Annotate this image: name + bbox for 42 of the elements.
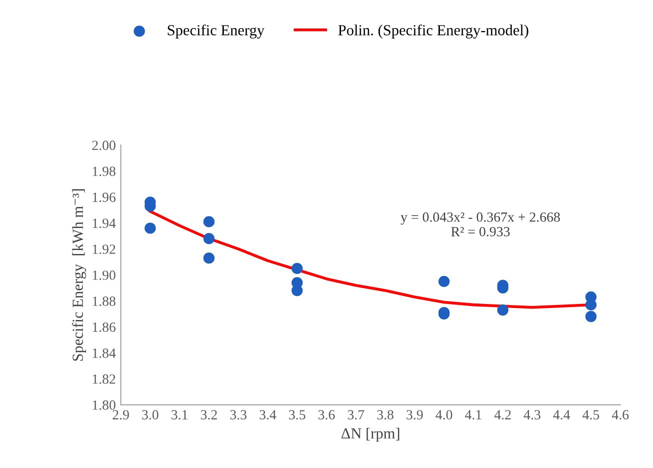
x-tick-label: 3.9: [406, 410, 423, 420]
point: [203, 232, 215, 244]
x-tick-label: 4.3: [524, 410, 540, 420]
point: [203, 216, 215, 228]
y-tick-label: 1.92: [92, 244, 116, 254]
point: [497, 304, 508, 316]
y-tick-label: 1.86: [92, 322, 116, 332]
point: [438, 276, 450, 288]
x-tick-label: 3.6: [318, 410, 335, 420]
x-tick-label: 2.9: [112, 410, 129, 420]
x-tick-label: 4.0: [436, 410, 452, 420]
x-tick-label: 3.2: [200, 410, 217, 420]
y-axis-title: Specific Energy [kWh m⁻³]: [72, 189, 86, 361]
x-tick-label: 3.7: [348, 410, 364, 420]
legend-label: Polin. (Specific Energy-model): [338, 24, 528, 38]
x-tick-label: 3.0: [142, 410, 158, 420]
point: [585, 310, 597, 322]
x-tick-label: 4.1: [465, 410, 482, 420]
x-tick-label: 4.4: [553, 410, 570, 420]
y-tick-label: 1.88: [92, 296, 116, 306]
x-tick-label: 3.3: [230, 410, 246, 420]
point: [144, 222, 156, 234]
x-tick-label: 3.8: [377, 410, 394, 420]
y-tick-label: 1.96: [92, 192, 116, 202]
y-tick-label: 1.98: [92, 166, 116, 176]
x-tick-label: 3.4: [260, 410, 276, 420]
y-tick-label: 1.82: [92, 374, 116, 384]
x-axis-title: ΔN [rpm]: [341, 428, 400, 442]
x-tick-label: 4.6: [612, 410, 629, 420]
x-tick-label: 3.1: [172, 410, 188, 420]
x-tick-label: 3.5: [289, 410, 306, 420]
point: [292, 262, 303, 274]
y-tick-label: 1.94: [92, 218, 116, 228]
x-tick-label: 4.2: [494, 410, 511, 420]
legend-label: Specific Energy: [168, 24, 264, 38]
y-tick-label: 1.80: [92, 400, 116, 410]
point: [203, 252, 215, 264]
annotation: y = 0.043x² - 0.367x + 2.668 R² = 0.933: [400, 212, 560, 236]
x-tick-label: 4.5: [582, 410, 600, 420]
y-tick-label: 1.90: [92, 270, 116, 280]
y-tick-label: 1.84: [92, 348, 116, 358]
y-tick-label: 2.00: [92, 140, 116, 150]
